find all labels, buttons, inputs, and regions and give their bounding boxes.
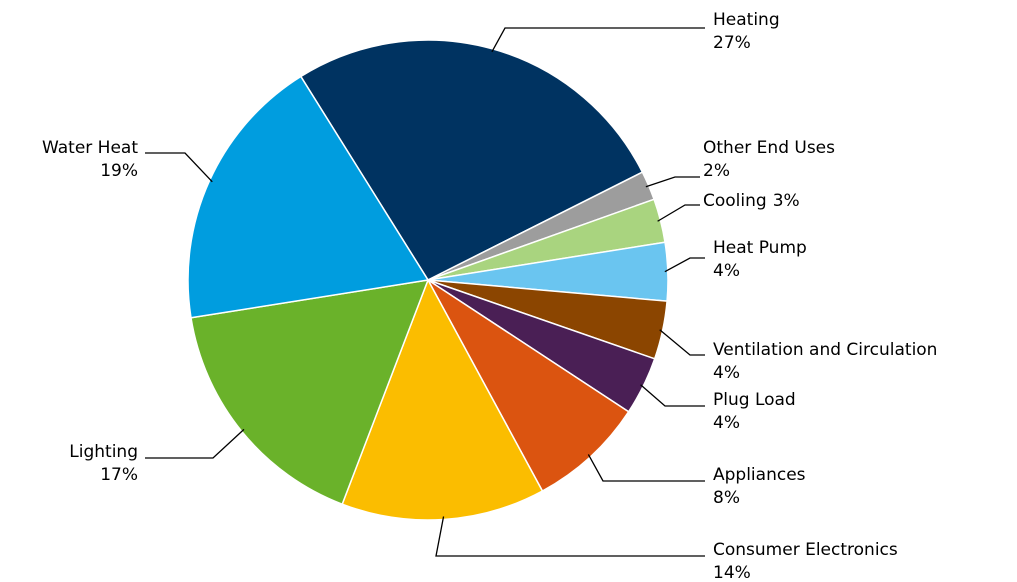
value-label: 4% [713,261,740,281]
category-label: Heating [713,10,780,30]
value-label: 3% [773,191,800,211]
category-label: Consumer Electronics [713,540,898,560]
value-label: 4% [713,363,740,383]
slice-label: Ventilation and Circulation 4% [713,340,937,383]
slice-label: Plug Load 4% [713,390,796,433]
leader-line [640,384,705,407]
category-label: Ventilation and Circulation [713,340,937,360]
leader-line [435,516,705,557]
slice-label: Heating 27% [713,10,780,53]
category-label: Other End Uses [703,138,835,158]
value-label: 17% [100,465,138,485]
leader-line [587,454,705,482]
leader-line [657,204,700,222]
leader-line [145,428,245,459]
pie-slice [427,279,630,492]
slice-label: Other End Uses 2% [703,138,835,181]
category-label: Appliances [713,465,806,485]
pie-slice [187,75,430,319]
value-label: 4% [713,413,740,433]
slice-label: Cooling 3% [703,191,800,211]
value-label: 14% [713,563,751,582]
leader-line [664,257,705,273]
leader-line [659,329,705,356]
slice-label: Lighting 17% [69,442,138,485]
slice-label: Water Heat 19% [42,138,138,181]
category-label: Cooling [703,191,767,211]
pie-slice [341,278,544,521]
category-label: Lighting [69,442,138,462]
slice-label: Consumer Electronics 14% [713,540,898,582]
slice-label: Appliances 8% [713,465,806,508]
category-label: Water Heat [42,138,138,158]
leader-line [645,176,700,188]
value-label: 2% [703,161,730,181]
category-label: Plug Load [713,390,796,410]
leader-line [491,27,705,53]
pie-slice [299,39,644,281]
slice-label: Heat Pump 4% [713,238,807,281]
leader-line [145,152,213,183]
value-label: 8% [713,488,740,508]
value-label: 19% [100,161,138,181]
category-label: Heat Pump [713,238,807,258]
value-label: 27% [713,33,751,53]
